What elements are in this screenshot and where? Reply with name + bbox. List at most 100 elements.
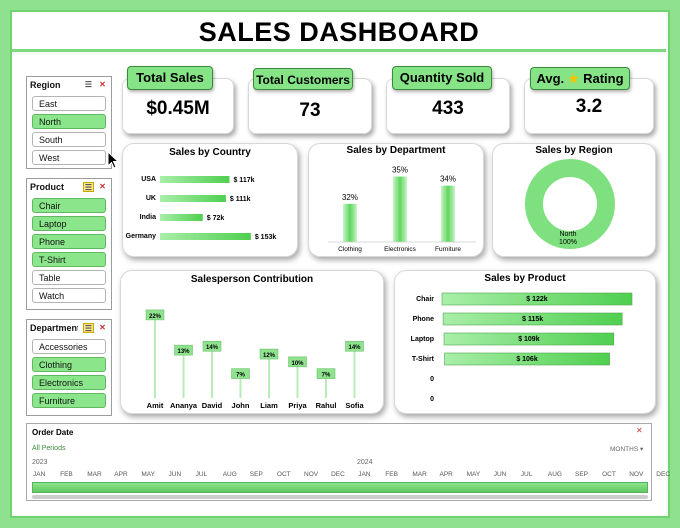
multi-select-icon[interactable]: ☰ [83, 182, 94, 192]
country-data-label: $ 153k [255, 234, 277, 241]
slicer-item-south[interactable]: South [32, 132, 106, 147]
country-tick-label: India [140, 214, 156, 221]
chart-title-product: Sales by Product [484, 273, 566, 284]
timeline-month[interactable]: MAR [412, 471, 427, 478]
salesperson-marker[interactable] [345, 340, 364, 352]
clear-filter-icon[interactable]: ✕ [99, 182, 106, 191]
timeline-month[interactable]: SEP [249, 471, 263, 478]
slicer-item-north[interactable]: North [32, 114, 106, 129]
timeline-month[interactable]: FEB [385, 471, 398, 478]
timeline-month[interactable]: OCT [602, 471, 616, 478]
timeline-month[interactable]: AUG [222, 471, 237, 478]
slicer-item-tshirt[interactable]: T-Shirt [32, 252, 106, 267]
slicer-item-furniture[interactable]: Furniture [32, 393, 106, 408]
slicer-item-west[interactable]: West [32, 150, 106, 165]
timeline-month[interactable]: APR [114, 471, 128, 478]
star-icon: ★ [567, 71, 580, 86]
product-tick-label: Phone [413, 316, 434, 323]
salesperson-data-label: 14% [206, 345, 219, 351]
kpi-value-total-sales: $0.45M [146, 98, 210, 119]
timeline-scrollbar[interactable] [32, 495, 648, 499]
country-bar[interactable] [160, 214, 203, 221]
product-data-label: $ 109k [518, 336, 540, 343]
country-tick-label: USA [141, 176, 156, 183]
department-tick-label: Furniture [435, 246, 461, 253]
salesperson-marker[interactable] [202, 340, 222, 352]
multi-select-icon[interactable]: ☰ [84, 80, 93, 89]
timeline-label: Order Date [32, 428, 74, 437]
kpi-value-avg-rating: 3.2 [575, 96, 603, 117]
timeline-month[interactable]: DEC [656, 471, 671, 478]
timeline-unit-label: MONTHS [610, 446, 639, 453]
slicer-item-east[interactable]: East [32, 96, 106, 111]
timeline-range-bar[interactable] [32, 482, 648, 493]
region-slicer: Region ☰ ✕ East North South West [26, 76, 112, 169]
department-data-label: 34% [440, 175, 456, 184]
timeline-month[interactable]: JAN [358, 471, 371, 478]
country-bar[interactable] [160, 233, 251, 240]
product-slicer: Product ☰ ✕ Chair Laptop Phone T-Shirt T… [26, 178, 112, 310]
timeline-year-2023: 2023 [32, 459, 48, 466]
timeline-month[interactable]: DEC [331, 471, 345, 478]
product-bar[interactable] [444, 352, 610, 366]
product-bar[interactable] [441, 292, 633, 306]
department-bar[interactable] [441, 185, 455, 242]
country-bar[interactable] [160, 195, 226, 202]
timeline-month[interactable]: NOV [304, 471, 319, 478]
timeline-month[interactable]: JAN [33, 471, 46, 478]
timeline-month[interactable]: JUN [168, 471, 182, 478]
slicer-item-watch[interactable]: Watch [32, 288, 106, 303]
timeline-month[interactable]: JUL [195, 471, 208, 478]
timeline-unit-select[interactable]: MONTHS ▾ [610, 446, 644, 453]
country-tick-label: UK [146, 195, 156, 202]
department-bar[interactable] [343, 203, 357, 242]
kpi-label-quantity-sold: Quantity Sold [392, 66, 492, 90]
clear-filter-icon[interactable]: ✕ [99, 323, 106, 332]
timeline-month[interactable]: NOV [629, 471, 644, 478]
salesperson-marker[interactable] [259, 348, 279, 360]
slicer-item-table[interactable]: Table [32, 270, 106, 285]
salesperson-tick-label: Ananya [170, 401, 198, 410]
department-data-label: 32% [342, 193, 358, 202]
slicer-item-phone[interactable]: Phone [32, 234, 106, 249]
chart-title-region: Sales by Region [535, 145, 613, 156]
slicer-item-accessories[interactable]: Accessories [32, 339, 106, 354]
salesperson-tick-label: Rahul [316, 401, 337, 410]
product-tick-label: Chair [416, 296, 434, 303]
salesperson-marker[interactable] [316, 368, 336, 379]
salesperson-data-label: 7% [236, 373, 245, 379]
timeline-month[interactable]: JUN [493, 471, 507, 478]
salesperson-marker[interactable] [174, 344, 193, 356]
timeline-month[interactable]: MAY [141, 471, 155, 478]
slicer-item-laptop[interactable]: Laptop [32, 216, 106, 231]
timeline-month[interactable]: MAR [87, 471, 102, 478]
country-data-label: $ 117k [233, 177, 254, 184]
timeline-month[interactable]: SEP [575, 471, 589, 478]
slicer-item-clothing[interactable]: Clothing [32, 357, 106, 372]
timeline-month[interactable]: JUL [520, 471, 533, 478]
product-slicer-header: Product ☰ ✕ [27, 179, 111, 195]
timeline-periods[interactable]: All Periods [32, 445, 66, 452]
product-bar[interactable] [443, 332, 615, 346]
region-slice-label: North [559, 231, 576, 238]
timeline-month[interactable]: MAY [466, 471, 481, 478]
timeline-month[interactable]: FEB [60, 471, 73, 478]
clear-filter-icon[interactable]: ✕ [99, 80, 106, 89]
department-bar[interactable] [393, 176, 407, 242]
salesperson-marker[interactable] [231, 368, 250, 379]
slicer-item-electronics[interactable]: Electronics [32, 375, 106, 390]
salesperson-marker[interactable] [288, 356, 307, 368]
product-data-label: $ 122k [526, 296, 548, 303]
multi-select-icon[interactable]: ☰ [83, 323, 94, 333]
region-slicer-header: Region ☰ ✕ [27, 77, 111, 93]
clear-filter-icon[interactable]: ✕ [636, 426, 643, 435]
timeline-month[interactable]: OCT [276, 471, 291, 478]
salesperson-marker[interactable] [145, 309, 165, 321]
country-data-label: $ 111k [230, 196, 251, 203]
country-bar[interactable] [160, 176, 230, 183]
timeline-month[interactable]: AUG [547, 471, 562, 478]
region-donut-slice[interactable] [525, 159, 615, 249]
product-bar[interactable] [442, 312, 623, 326]
timeline-month[interactable]: APR [439, 471, 453, 478]
slicer-item-chair[interactable]: Chair [32, 198, 106, 213]
